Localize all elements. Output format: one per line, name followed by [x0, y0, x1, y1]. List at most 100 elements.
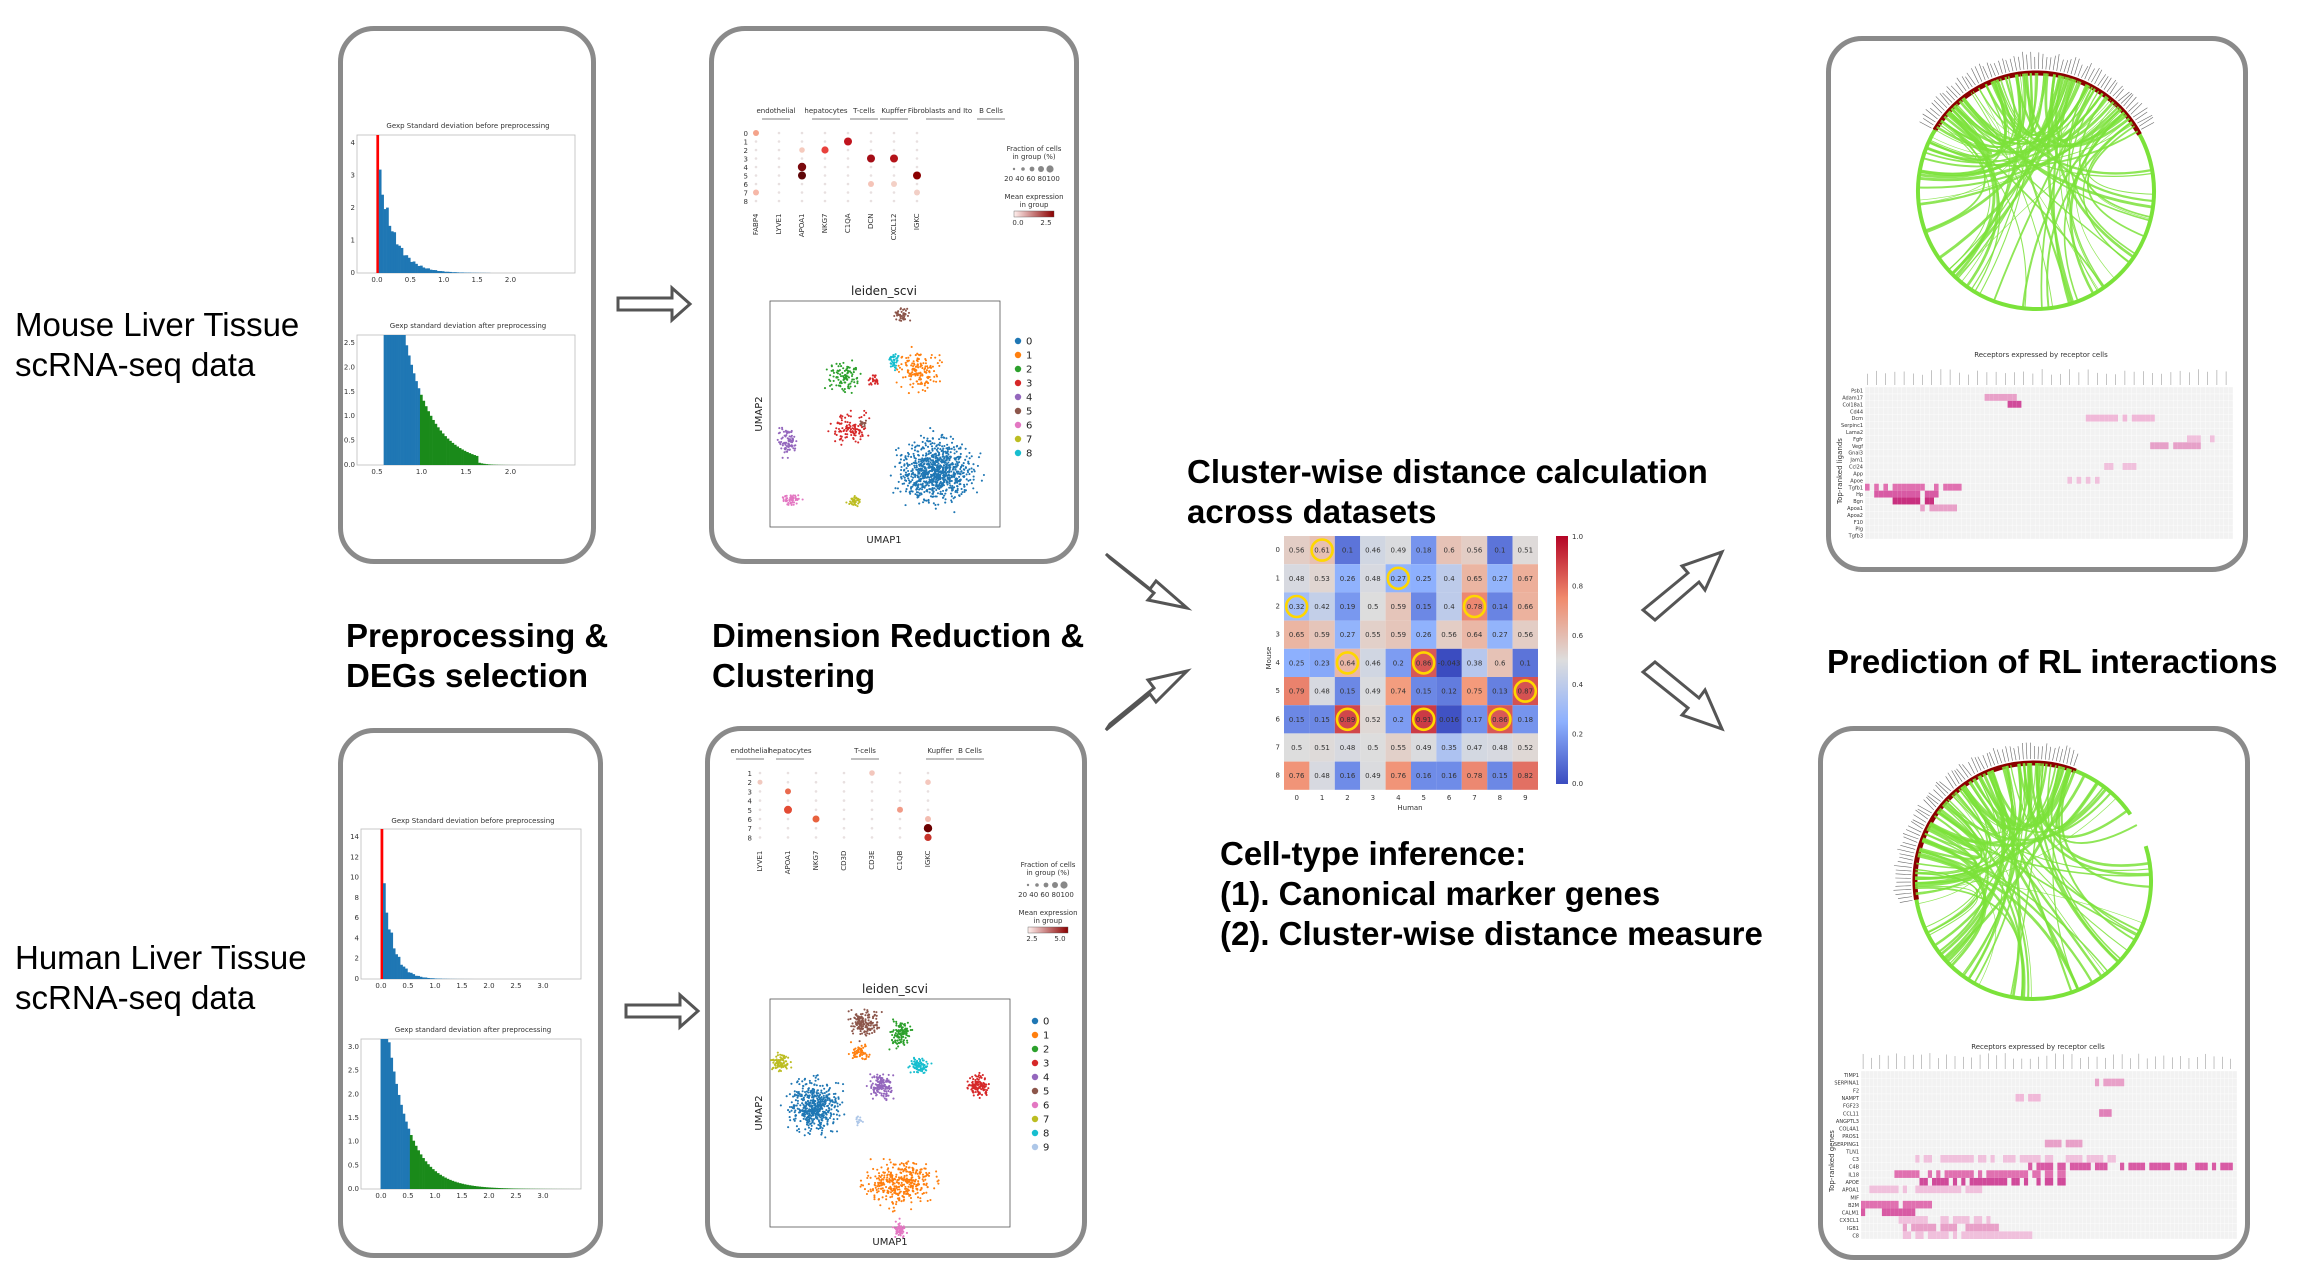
umap-point: [959, 452, 962, 456]
chord-link: [1915, 763, 2026, 880]
umap-point: [917, 458, 920, 461]
umap-point: [908, 374, 911, 378]
umap-point: [846, 375, 849, 378]
umap-point: [864, 1030, 868, 1033]
umap-point: [919, 480, 922, 483]
umap-point: [857, 502, 860, 505]
umap-point: [859, 1116, 862, 1119]
umap-point: [835, 1113, 838, 1116]
umap-point: [895, 1200, 898, 1203]
dotplot-dot: [823, 199, 827, 203]
umap-point: [867, 1013, 870, 1016]
dotplot-dot: [846, 174, 850, 177]
umap-point: [794, 447, 797, 450]
rl-heatmap-cell: [2086, 1162, 2091, 1171]
umap-point: [876, 1168, 879, 1171]
umap-point: [769, 1059, 772, 1062]
umap-point: [832, 379, 835, 382]
umap-point: [880, 1088, 883, 1091]
dotplot-legend-expr-tick: 2.5: [1040, 219, 1051, 227]
umap-point: [857, 1025, 860, 1028]
chord-link: [1924, 798, 1987, 852]
umap-point: [955, 470, 958, 474]
rl-heatmap-cell: [2182, 1162, 2187, 1171]
umap-point: [926, 1185, 929, 1189]
rl-heatmap-ligand: Hp: [1856, 492, 1863, 498]
umap-point: [813, 1083, 816, 1086]
umap-point: [785, 1060, 788, 1063]
histogram-bar: [470, 454, 474, 465]
rl-heatmap-cell: [2178, 1162, 2183, 1171]
umap-point: [894, 1190, 897, 1193]
heatmap-xtick: 0: [1294, 794, 1298, 802]
umap-point: [938, 487, 941, 490]
umap-point: [793, 1090, 796, 1093]
umap-point: [955, 456, 958, 459]
umap-point: [791, 499, 794, 502]
umap-point: [853, 1050, 857, 1053]
umap-point: [962, 464, 965, 467]
umap-point: [920, 473, 923, 476]
dotplot-dot: [846, 182, 850, 186]
heatmap-cell-value: -0.043: [1438, 659, 1461, 667]
umap-point: [818, 1101, 821, 1104]
umap-point: [849, 1017, 852, 1020]
histogram-ytick: 6: [355, 914, 360, 922]
umap-point: [906, 1170, 909, 1173]
rl-heatmap-cell: [2086, 1155, 2091, 1163]
umap-point: [919, 362, 922, 365]
umap-point: [950, 500, 953, 504]
umap-point: [824, 1136, 827, 1139]
umap-point: [969, 478, 972, 481]
chord-label-tick: [2087, 68, 2095, 81]
umap-point: [828, 1102, 831, 1105]
umap-point: [882, 1095, 885, 1098]
umap-point: [914, 1192, 917, 1195]
histogram-bar: [463, 1184, 467, 1189]
umap-point: [891, 1183, 894, 1186]
umap-point: [785, 1095, 788, 1098]
umap-point: [918, 1172, 922, 1175]
umap-point: [906, 371, 909, 374]
umap-point: [857, 499, 860, 502]
heatmap-cell-value: 0.79: [1289, 688, 1305, 696]
umap-point: [897, 1233, 900, 1237]
histogram-bar: [488, 1187, 491, 1189]
rl-heatmap-cell: [2210, 435, 2215, 443]
heatmap-highlight-ring: [1411, 651, 1436, 675]
umap-point: [867, 1019, 870, 1022]
umap-point: [879, 1182, 882, 1185]
chord-link: [1926, 795, 1988, 933]
umap-point: [966, 1087, 969, 1090]
umap-point: [915, 1066, 918, 1069]
umap-point: [836, 1105, 839, 1108]
umap-point: [900, 468, 903, 472]
histogram-bar: [381, 194, 384, 273]
umap-point: [934, 475, 937, 478]
umap-point: [916, 444, 919, 447]
umap-point: [887, 1190, 890, 1193]
chord-label-tick: [1902, 833, 1919, 840]
heatmap-cell: [1411, 677, 1437, 706]
umap-point: [902, 469, 906, 472]
umap-point: [973, 470, 976, 473]
umap-point: [950, 495, 953, 498]
mouse-dataset-line1: Mouse Liver Tissue: [15, 306, 300, 343]
histogram-bar: [505, 1188, 508, 1189]
chord-label-tick: [2103, 77, 2112, 90]
dotplot-dot: [754, 157, 758, 160]
dotplot-dot: [892, 131, 896, 135]
umap-point: [938, 444, 941, 447]
rl-heatmap-cell: [2150, 414, 2155, 422]
umap-point: [888, 1180, 891, 1183]
umap-point: [893, 1182, 896, 1185]
umap-point: [915, 1061, 918, 1064]
chord-label-tick: [2017, 746, 2021, 760]
umap-point: [927, 452, 930, 456]
rl-heatmap-cell: [2108, 414, 2114, 422]
umap-point: [936, 457, 939, 460]
dotplot-dot: [812, 815, 820, 823]
heatmap-cell: [1284, 761, 1310, 790]
histogram-ytick: 8: [355, 894, 359, 902]
umap-point: [849, 385, 852, 388]
